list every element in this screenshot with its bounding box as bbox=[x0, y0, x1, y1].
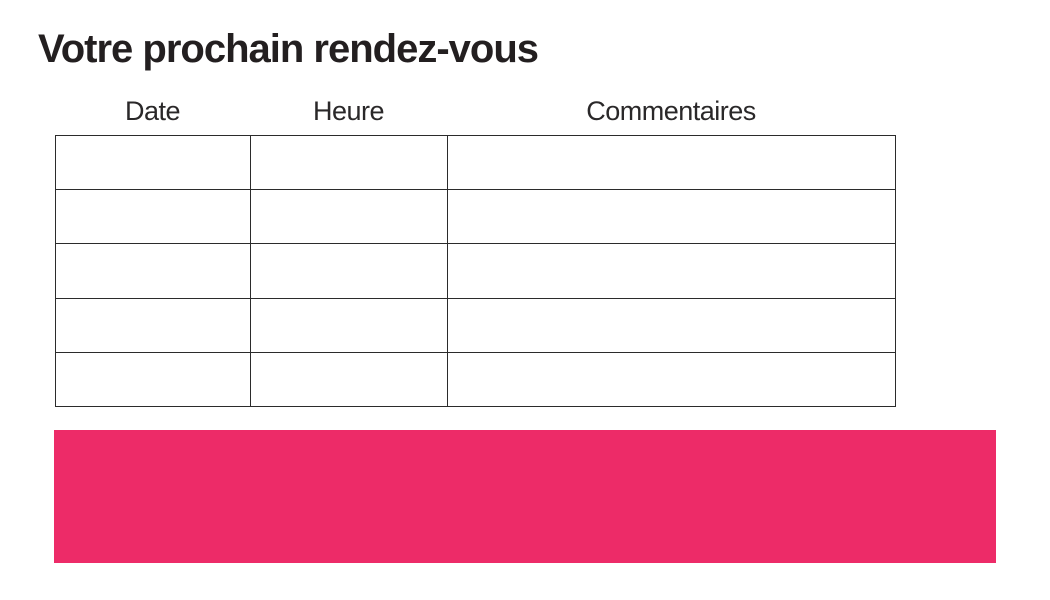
table-row bbox=[55, 351, 896, 408]
table-cell-heure[interactable] bbox=[250, 134, 448, 191]
column-header-commentaires: Commentaires bbox=[586, 95, 756, 126]
table-cell-commentaires[interactable] bbox=[447, 351, 896, 408]
table-cell-heure[interactable] bbox=[250, 189, 448, 245]
table-cell-date[interactable] bbox=[55, 351, 251, 408]
table-cell-date[interactable] bbox=[55, 189, 251, 245]
table-cell-heure[interactable] bbox=[250, 297, 448, 353]
page-title: Votre prochain rendez-vous bbox=[38, 27, 539, 71]
table-cell-commentaires[interactable] bbox=[447, 134, 896, 191]
column-header-heure: Heure bbox=[312, 95, 385, 126]
table-row bbox=[55, 189, 896, 245]
table-header-row: Date Heure Commentaires bbox=[55, 92, 895, 130]
table-row bbox=[55, 297, 896, 353]
table-cell-commentaires[interactable] bbox=[447, 243, 896, 299]
table-cell-commentaires[interactable] bbox=[447, 189, 896, 245]
table-row bbox=[55, 243, 896, 299]
table-cell-date[interactable] bbox=[55, 297, 251, 353]
appointments-table bbox=[55, 134, 896, 408]
table-cell-heure[interactable] bbox=[250, 243, 448, 299]
table-cell-commentaires[interactable] bbox=[447, 297, 896, 353]
table-row bbox=[55, 134, 896, 191]
table-cell-date[interactable] bbox=[55, 243, 251, 299]
column-header-date: Date bbox=[124, 95, 181, 126]
table-cell-heure[interactable] bbox=[250, 351, 448, 408]
table-cell-date[interactable] bbox=[55, 134, 251, 191]
accent-bar bbox=[54, 430, 996, 563]
